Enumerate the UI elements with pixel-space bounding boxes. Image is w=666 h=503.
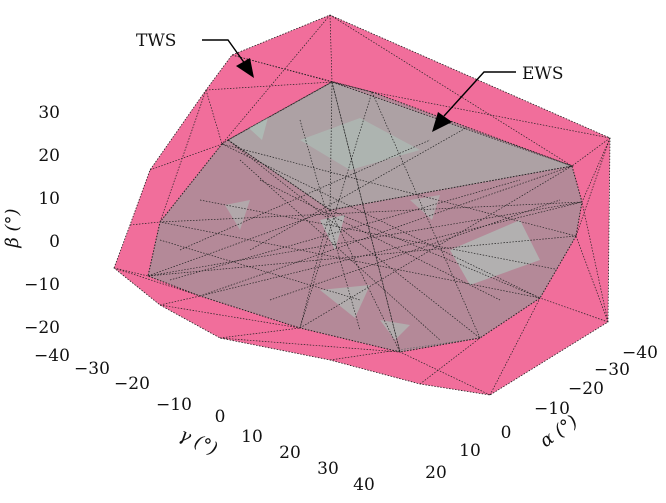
ews-annotation: EWS xyxy=(432,64,564,132)
gamma-tick-label: 20 xyxy=(279,443,301,463)
beta-axis-label: β (°) xyxy=(2,208,23,248)
gamma-tick-label: 0 xyxy=(215,407,226,427)
alpha-tick-label: −40 xyxy=(622,343,658,363)
beta-axis: 30 20 10 0 −10 −20 β (°) xyxy=(2,103,60,338)
alpha-tick-label: 10 xyxy=(459,441,481,461)
alpha-tick-label: −30 xyxy=(594,360,630,380)
gamma-axis: −40 −30 −20 −10 0 10 20 30 40 γ (°) xyxy=(34,346,375,495)
gamma-tick-label: 10 xyxy=(241,427,263,447)
ews-patch xyxy=(225,200,250,230)
ews-wireframe xyxy=(148,82,582,352)
tws-label: TWS xyxy=(136,31,176,51)
tws-arrow-line xyxy=(202,39,249,69)
tws-annotation: TWS xyxy=(136,31,254,78)
beta-tick-label: 30 xyxy=(38,103,60,123)
beta-tick-label: 0 xyxy=(49,232,60,252)
ews-arrow-head xyxy=(432,112,452,132)
alpha-tick-label: 20 xyxy=(425,463,447,483)
tws-arrow-head xyxy=(236,58,254,78)
ews-label: EWS xyxy=(522,64,564,84)
beta-tick-label: −10 xyxy=(24,275,60,295)
gamma-axis-label: γ (°) xyxy=(176,424,221,460)
gamma-tick-label: −40 xyxy=(34,346,70,366)
ews-volume xyxy=(147,81,583,353)
ews-patch xyxy=(450,220,540,285)
gamma-tick-label: −10 xyxy=(156,395,192,415)
alpha-tick-label: 0 xyxy=(501,423,512,443)
ews-patch xyxy=(380,320,410,340)
ews-patch xyxy=(300,118,420,170)
gamma-tick-label: −30 xyxy=(74,359,110,379)
gamma-tick-label: 40 xyxy=(353,475,375,495)
gamma-tick-label: −20 xyxy=(114,374,150,394)
beta-tick-label: 20 xyxy=(38,146,60,166)
ews-arrow-line xyxy=(443,71,516,117)
beta-tick-label: 10 xyxy=(38,189,60,209)
beta-tick-label: −20 xyxy=(24,318,60,338)
alpha-tick-label: −10 xyxy=(534,399,570,419)
gamma-tick-label: 30 xyxy=(317,459,339,479)
alpha-tick-label: −20 xyxy=(568,379,604,399)
